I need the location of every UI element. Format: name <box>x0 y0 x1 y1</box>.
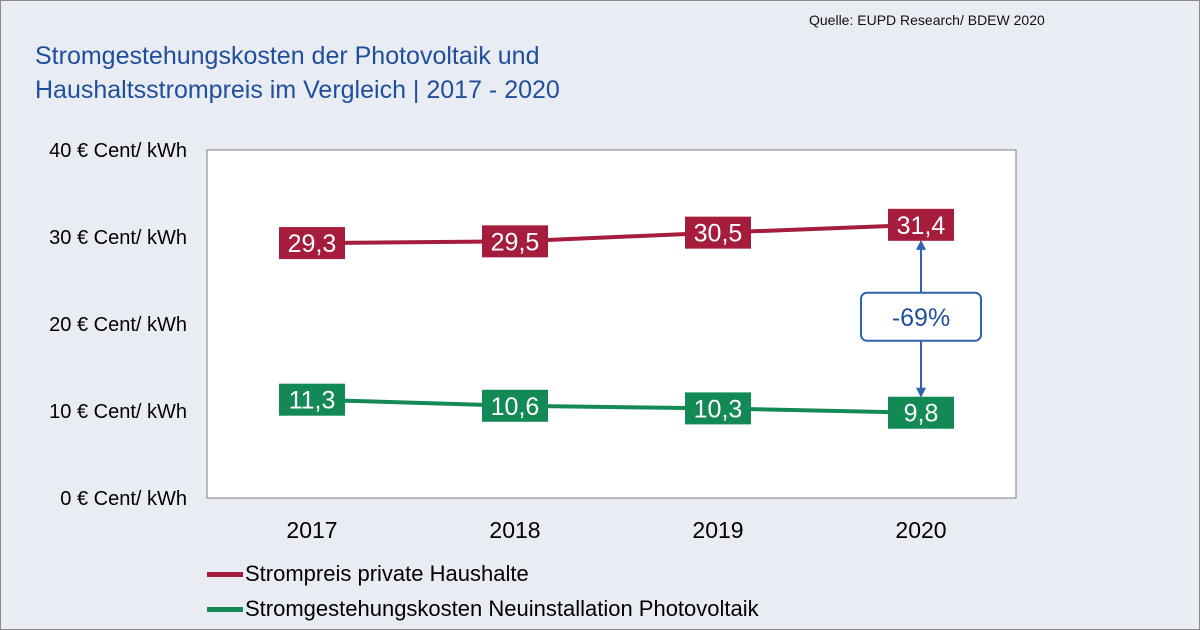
y-tick-label: 0 € Cent/ kWh <box>60 488 187 510</box>
data-label-pv: 10,6 <box>491 393 540 421</box>
legend-swatch-household <box>207 571 243 577</box>
data-label-box-household <box>685 216 751 249</box>
data-label-box-household <box>888 208 954 241</box>
data-label-box-pv <box>482 389 548 422</box>
chart-title-line-1: Stromgestehungskosten der Photovoltaik u… <box>35 42 540 70</box>
x-tick-label: 2019 <box>692 517 743 543</box>
source-note: Quelle: EUPD Research/ BDEW 2020 <box>809 12 1045 28</box>
annotation-arrow-head-up <box>916 239 926 250</box>
data-label-pv: 10,3 <box>694 395 743 423</box>
legend-item-household: Strompreis private Haushalte <box>207 561 529 587</box>
legend-label-household: Strompreis private Haushalte <box>245 561 529 586</box>
data-label-pv: 11,3 <box>289 387 336 415</box>
data-label-household: 30,5 <box>694 220 743 248</box>
data-label-box-household <box>279 227 345 260</box>
y-tick-label: 40 € Cent/ kWh <box>49 140 187 162</box>
data-label-box-household <box>482 225 548 258</box>
legend-label-pv: Stromgestehungskosten Neuinstallation Ph… <box>245 596 759 621</box>
data-label-box-pv <box>685 392 751 425</box>
y-tick-label: 20 € Cent/ kWh <box>49 314 187 336</box>
annotation-label: -69% <box>892 304 950 332</box>
legend-item-pv: Stromgestehungskosten Neuinstallation Ph… <box>207 596 759 622</box>
data-label-box-pv <box>888 396 954 429</box>
data-label-box-pv <box>279 383 345 416</box>
y-tick-label: 10 € Cent/ kWh <box>49 401 187 423</box>
x-tick-label: 2018 <box>489 517 540 543</box>
chart-title: Stromgestehungskosten der Photovoltaik u… <box>35 39 795 107</box>
y-tick-label: 30 € Cent/ kWh <box>49 227 187 249</box>
data-label-household: 31,4 <box>897 212 946 240</box>
legend-swatch-pv <box>207 606 243 612</box>
series-line-pv <box>311 397 922 415</box>
data-label-household: 29,3 <box>288 230 337 258</box>
data-label-pv: 9,8 <box>904 400 939 428</box>
data-label-household: 29,5 <box>491 228 540 256</box>
annotation-arrow-head-down <box>916 387 926 398</box>
series-line-household <box>311 222 922 246</box>
annotation-box <box>860 291 982 342</box>
chart-title-line-2: Haushaltsstrompreis im Vergleich | 2017 … <box>35 76 560 104</box>
x-tick-label: 2020 <box>895 517 946 543</box>
x-tick-label: 2017 <box>286 517 337 543</box>
